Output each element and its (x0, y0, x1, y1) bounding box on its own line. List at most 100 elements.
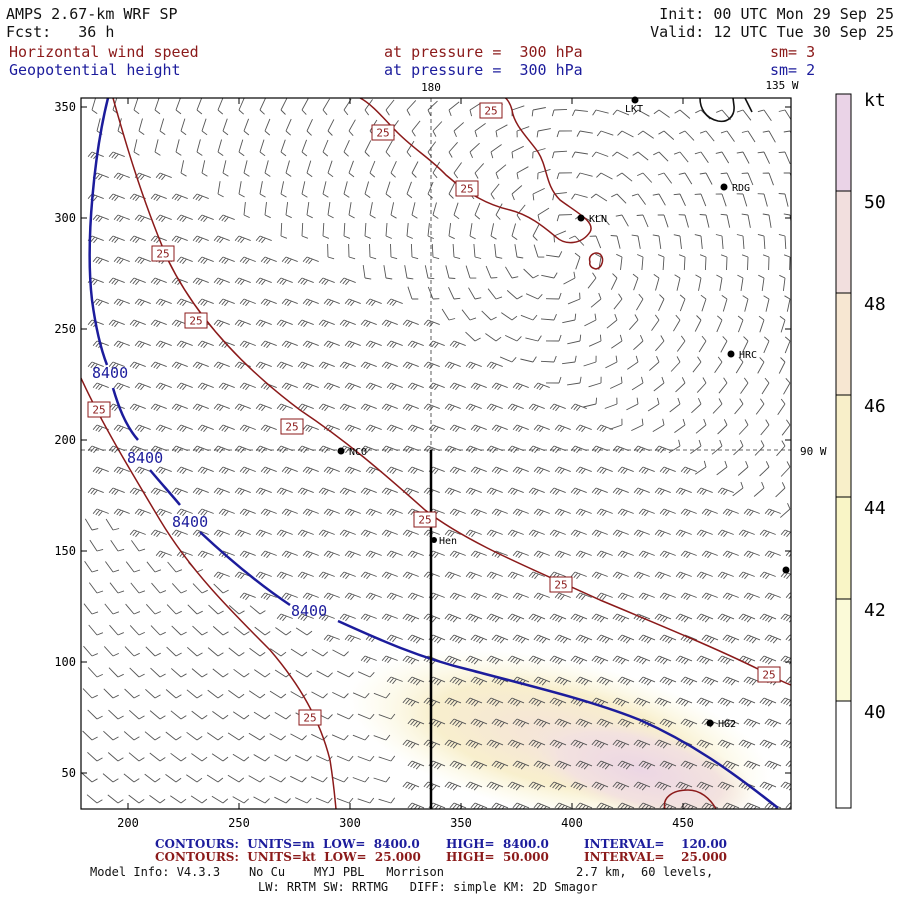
wind-barb (453, 122, 464, 137)
wind-barb (575, 508, 592, 517)
wind-barb (501, 312, 518, 321)
svg-text:46: 46 (864, 396, 886, 417)
wind-barb (469, 223, 476, 240)
wind-barb (149, 752, 166, 762)
wind-barb (315, 797, 333, 804)
wind-barb (575, 550, 592, 559)
wind-barb (738, 739, 756, 749)
wind-barb (760, 419, 770, 436)
wind-barb (381, 613, 398, 622)
wind-barb (495, 164, 507, 180)
wind-barb (362, 265, 372, 280)
wind-barb (255, 361, 272, 370)
wind-barb (486, 781, 504, 791)
wind-barb (197, 424, 214, 433)
wind-barb (154, 139, 161, 156)
wind-barb (549, 613, 567, 623)
wind-barb (239, 424, 256, 433)
wind-barb (336, 755, 354, 762)
wind-barb (533, 592, 550, 601)
wind-barb (145, 688, 161, 699)
wind-barb (297, 445, 314, 454)
wind-barb (428, 424, 445, 433)
wind-barb (276, 361, 293, 370)
wind-barb (654, 697, 672, 707)
wind-barb (722, 802, 740, 809)
wind-barb (778, 233, 787, 250)
wind-barb (596, 550, 613, 559)
wind-barb (632, 273, 639, 291)
wind-barb (197, 256, 214, 265)
wind-barb (512, 592, 529, 601)
wind-barb (449, 508, 466, 517)
wind-barb (512, 550, 529, 559)
wind-barb (738, 419, 749, 435)
wind-barb (239, 508, 256, 517)
wind-barb (276, 403, 293, 412)
wind-barb (327, 243, 335, 260)
wind-barb (533, 466, 550, 475)
wind-barb (239, 340, 256, 349)
wind-barb (295, 754, 312, 762)
wind-barb (306, 119, 313, 136)
wind-barb (129, 277, 146, 286)
wind-barb (113, 340, 130, 349)
wind-barb (512, 760, 530, 770)
wind-barb (129, 487, 146, 496)
wind-barb (192, 277, 209, 286)
wind-barb (276, 277, 293, 286)
wind-barb (570, 655, 588, 665)
wind-barb (254, 626, 271, 636)
wind-barb (146, 561, 162, 573)
wind-barb (465, 697, 483, 707)
wind-barb (311, 733, 328, 741)
wind-barb (150, 235, 167, 244)
wind-barb (213, 529, 230, 538)
wind-barb (533, 424, 550, 433)
wind-barb (232, 753, 250, 762)
wind-barb (167, 561, 183, 573)
wind-barb (150, 403, 167, 412)
wind-barb (465, 739, 483, 749)
station-rdg: RDG (720, 183, 750, 194)
wind-barb (191, 668, 208, 678)
wind-barb (381, 655, 398, 664)
wind-barb (696, 377, 707, 393)
wind-barb (549, 739, 567, 749)
wind-barb (680, 466, 697, 475)
wind-barb (260, 466, 277, 475)
wind-barb (218, 256, 235, 265)
wind-barb (701, 760, 719, 770)
wind-barb (344, 550, 361, 559)
wind-barb (533, 718, 551, 728)
wind-barb (612, 655, 630, 665)
wind-barb (654, 571, 671, 580)
wind-barb (239, 382, 256, 391)
wind-barb (301, 98, 309, 115)
wind-barb (532, 148, 546, 159)
wind-barb (201, 160, 208, 177)
wind-barb (260, 382, 277, 391)
svg-text:48: 48 (864, 294, 886, 315)
wind-barb (491, 634, 509, 644)
wind-barb (197, 550, 214, 559)
wind-barb (549, 697, 567, 707)
wind-barb (281, 382, 298, 391)
wind-barb (150, 445, 167, 454)
wind-barb (386, 550, 403, 559)
svg-text:HRC: HRC (739, 350, 757, 361)
wind-barb (87, 667, 103, 678)
wind-barb (633, 571, 650, 580)
wind-barb (613, 293, 623, 310)
wind-barb (373, 692, 391, 699)
wind-barb (390, 243, 398, 260)
wind-barb (404, 265, 414, 280)
wind-barb (612, 739, 630, 749)
wind-barbs (81, 98, 791, 809)
field2-name: Geopotential height (9, 61, 181, 79)
wind-barb (615, 214, 629, 227)
wind-barb (592, 109, 609, 116)
wind-barb (150, 277, 167, 286)
lon-135w-label: 135 W (765, 79, 798, 92)
wind-barb (402, 529, 419, 538)
